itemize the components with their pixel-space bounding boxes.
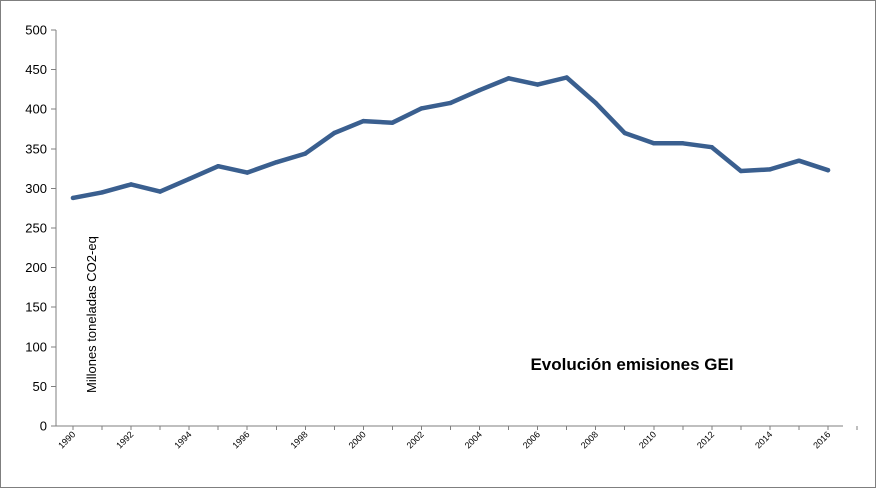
data-point bbox=[99, 190, 105, 195]
data-point bbox=[332, 130, 337, 136]
x-tick-label: 2004 bbox=[463, 429, 484, 450]
x-tick-label: 2016 bbox=[811, 429, 832, 450]
data-point bbox=[303, 151, 308, 156]
x-tick-label: 1994 bbox=[172, 429, 193, 450]
data-point bbox=[767, 167, 773, 172]
x-tick-label: 1998 bbox=[288, 429, 309, 450]
data-point bbox=[477, 88, 482, 93]
x-tick-label: 2002 bbox=[405, 429, 426, 450]
data-point bbox=[535, 82, 540, 87]
y-tick-label: 50 bbox=[33, 379, 47, 394]
data-point bbox=[361, 118, 366, 124]
y-tick-label: 0 bbox=[40, 419, 47, 434]
data-point bbox=[506, 76, 511, 81]
data-point bbox=[419, 106, 424, 111]
x-tick-label: 2012 bbox=[695, 429, 716, 450]
x-tick-label: 1990 bbox=[56, 429, 77, 450]
x-tick-label: 2010 bbox=[637, 429, 658, 450]
x-tick-label: 2008 bbox=[579, 429, 600, 450]
data-point bbox=[245, 170, 250, 175]
x-tick-label: 2014 bbox=[753, 429, 774, 450]
data-point bbox=[564, 75, 569, 80]
chart-title: Evolución emisiones GEI bbox=[530, 355, 733, 374]
data-point bbox=[709, 145, 714, 150]
data-point bbox=[796, 158, 802, 163]
data-point bbox=[216, 164, 221, 169]
y-tick-label: 250 bbox=[25, 221, 47, 236]
data-point bbox=[651, 141, 656, 146]
x-tick-labels: 1990 1992 1994 1996 1998 2000 2002 2004 2006 2008… bbox=[56, 429, 832, 450]
data-point bbox=[274, 160, 279, 165]
data-point bbox=[593, 100, 598, 106]
axes bbox=[51, 29, 858, 430]
series-group bbox=[70, 75, 831, 201]
data-point bbox=[738, 168, 744, 174]
data-point bbox=[187, 176, 192, 182]
data-point bbox=[680, 141, 685, 146]
y-tick-label: 400 bbox=[25, 102, 47, 117]
y-tick-label: 350 bbox=[25, 141, 47, 156]
x-tick-label: 2006 bbox=[521, 429, 542, 450]
data-point bbox=[825, 168, 831, 173]
y-tick-label: 300 bbox=[25, 181, 47, 196]
data-point bbox=[157, 189, 163, 194]
y-axis-label: Millones toneladas CO2-eq bbox=[84, 236, 99, 393]
x-tick-label: 2000 bbox=[347, 429, 368, 450]
data-point bbox=[128, 182, 134, 187]
data-point bbox=[70, 195, 76, 201]
y-tick-label: 100 bbox=[25, 339, 47, 354]
data-point bbox=[448, 100, 453, 106]
y-tick-labels: 0 50 100 150 200 250 300 350 400 450 500 bbox=[25, 23, 47, 434]
series-line bbox=[70, 75, 831, 201]
y-tick-label: 500 bbox=[25, 23, 47, 38]
y-tick-label: 200 bbox=[25, 260, 47, 275]
y-tick-label: 450 bbox=[25, 62, 47, 77]
data-point bbox=[390, 120, 395, 125]
x-tick-label: 1996 bbox=[230, 429, 251, 450]
x-tick-label: 1992 bbox=[114, 429, 135, 450]
data-point bbox=[622, 130, 627, 136]
y-tick-label: 150 bbox=[25, 300, 47, 315]
